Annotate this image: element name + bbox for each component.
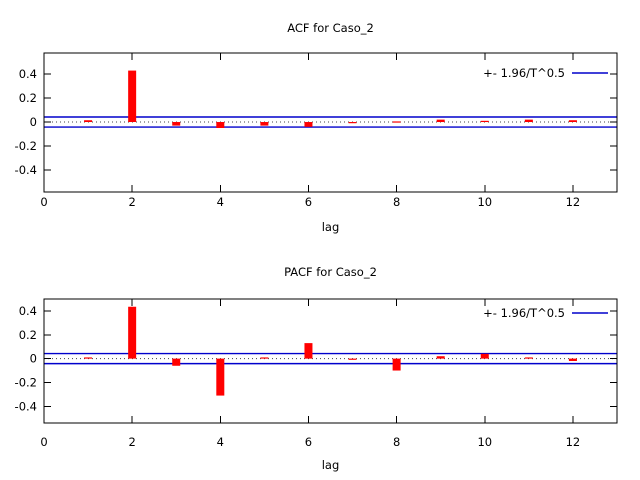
pacf-title: PACF for Caso_2 (284, 265, 377, 279)
acf-bar-lag-2 (128, 70, 137, 123)
acf-xtick-label: 4 (217, 195, 224, 209)
acf-bar-lag-7 (348, 122, 357, 124)
acf-xlabel: lag (322, 220, 340, 234)
pacf-xlabel: lag (322, 458, 340, 472)
pacf-bar-lag-3 (172, 358, 181, 366)
pacf-plot: 0 2 4 6 8 10 12 0.4 0.2 0 -0.2 -0.4 PACF for Caso_2l… (15, 265, 618, 472)
pacf-xtick-label: 6 (305, 435, 312, 449)
acf-ytick-label: -0.2 (15, 139, 37, 153)
pacf-ytick-label: -0.4 (15, 399, 37, 413)
acf-bar-lag-12 (568, 120, 577, 123)
pacf-xtick-label: 8 (393, 435, 400, 449)
pacf-bar-lag-10 (480, 353, 489, 359)
pacf-bar-lag-6 (304, 343, 313, 359)
pacf-ytick-label: 0.2 (19, 328, 37, 342)
acf-ytick-label: 0.4 (19, 67, 37, 81)
acf-xtick-label: 0 (40, 195, 47, 209)
pacf-ytick-label: 0 (30, 352, 37, 366)
pacf-bar-lag-7 (348, 358, 357, 360)
acf-bar-lag-3 (172, 122, 181, 126)
acf-xtick-label: 12 (566, 195, 581, 209)
acf-ytick-label: 0.2 (19, 91, 37, 105)
pacf-xtick-label: 10 (477, 435, 492, 449)
acf-bar-lag-10 (480, 120, 489, 123)
acf-bar-lag-9 (436, 119, 445, 123)
pacf-xtick-label: 2 (128, 435, 135, 449)
acf-ytick-label: 0 (30, 115, 37, 129)
pacf-bar-lag-11 (524, 357, 533, 359)
pacf-bar-lag-5 (260, 357, 269, 359)
pacf-bar-lag-8 (392, 358, 401, 371)
acf-xtick-label: 10 (477, 195, 492, 209)
pacf-bar-lag-1 (84, 357, 93, 359)
pacf-xtick-label: 12 (566, 435, 581, 449)
acf-ytick-label: -0.4 (15, 163, 37, 177)
acf-xtick-label: 6 (305, 195, 312, 209)
acf-bar-lag-8 (392, 121, 401, 123)
acf-plot: 0 2 4 6 8 10 12 0.4 0.2 0 -0.2 -0.4 ACF for Caso_2la… (15, 21, 618, 234)
acf-bar-lag-11 (524, 119, 533, 123)
pacf-bar-lag-4 (216, 358, 225, 396)
pacf-xtick-label: 4 (217, 435, 224, 449)
pacf-legend-label: +- 1.96/T^0.5 (483, 306, 565, 320)
pacf-bar-lag-9 (436, 356, 445, 359)
acf-bar-lag-5 (260, 122, 269, 126)
acf-legend-label: +- 1.96/T^0.5 (483, 66, 565, 80)
pacf-bar-lag-2 (128, 306, 137, 359)
pacf-xtick-label: 0 (40, 435, 47, 449)
pacf-bar-lag-12 (568, 358, 577, 361)
pacf-plot-border (43, 298, 618, 424)
acf-bar-lag-1 (84, 120, 93, 123)
acf-xtick-label: 2 (128, 195, 135, 209)
pacf-ytick-label: -0.2 (15, 375, 37, 389)
acf-bar-lag-6 (304, 122, 313, 127)
acf-xtick-label: 8 (393, 195, 400, 209)
pacf-ytick-label: 0.4 (19, 304, 37, 318)
acf-bar-lag-4 (216, 122, 225, 129)
acf-title: ACF for Caso_2 (287, 21, 374, 35)
